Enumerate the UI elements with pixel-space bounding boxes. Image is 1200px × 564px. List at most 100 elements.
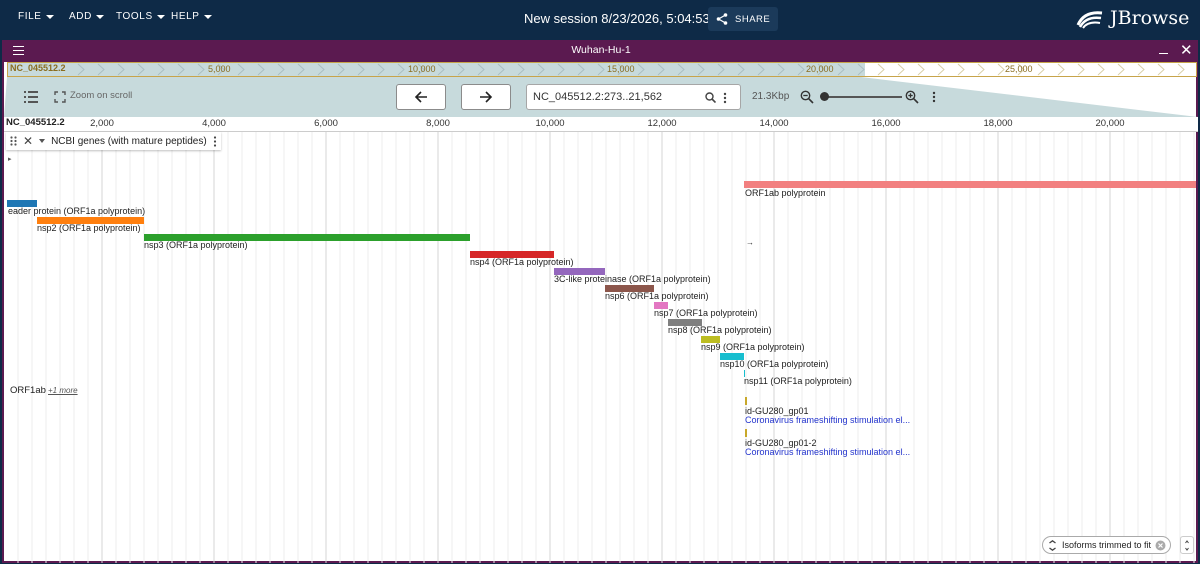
- overview-scale-bar[interactable]: NC_045512.2 5,000 10,000 15,000 20,000 2…: [7, 62, 1197, 77]
- feature-nsp3[interactable]: [144, 234, 470, 241]
- share-label: SHARE: [735, 13, 771, 25]
- zoom-slider-track[interactable]: [822, 96, 902, 98]
- feature-nsp10[interactable]: [720, 353, 744, 360]
- feature-nsp7[interactable]: [654, 302, 668, 309]
- feature-orf1ab[interactable]: [744, 181, 1196, 188]
- unfold-more-icon: [1185, 540, 1189, 551]
- file-menu-label: FILE: [18, 11, 42, 22]
- ruler-tick-label: 8,000: [426, 118, 450, 129]
- feature-3c-like-proteinase[interactable]: [554, 268, 605, 275]
- feature-nsp8[interactable]: [668, 319, 702, 326]
- feature-label: id-GU280_gp01: [745, 406, 809, 416]
- arrow-left-icon: [414, 91, 427, 103]
- drag-handle-icon[interactable]: [10, 136, 17, 146]
- arrow-right-icon: [480, 91, 493, 103]
- isoforms-trimmed-chip[interactable]: Isoforms trimmed to fit: [1042, 536, 1172, 554]
- search-icon[interactable]: [705, 92, 716, 103]
- ruler-tick-label: 6,000: [314, 118, 338, 129]
- strand-arrow-icon: →: [746, 238, 754, 247]
- feature-gp01[interactable]: [745, 397, 747, 405]
- cancel-icon[interactable]: [1155, 540, 1166, 551]
- jbrowse-logo: JBrowse: [1076, 7, 1189, 29]
- overview-tick: 25,000: [1005, 64, 1033, 74]
- overview-visible-region[interactable]: [8, 63, 865, 76]
- zoom-in-icon[interactable]: [905, 90, 919, 104]
- ruler-tick-label: 20,000: [1095, 118, 1125, 129]
- collapsed-feature-label[interactable]: ORF1ab: [10, 385, 46, 396]
- track-name: NCBI genes (with mature peptides): [51, 135, 207, 147]
- linear-genome-view: Wuhan-Hu-1 ✕ NC_045512.2 5,000 10,000 15…: [2, 40, 1198, 563]
- ruler[interactable]: 2,000 4,000 6,000 8,000 10,000 12,000 14…: [4, 117, 1198, 132]
- share-button[interactable]: SHARE: [708, 7, 779, 31]
- pan-left-button[interactable]: [396, 84, 446, 110]
- feature-nsp2[interactable]: [37, 217, 144, 224]
- feature-gp01-2[interactable]: [745, 429, 747, 437]
- location-value: NC_045512.2:273..21,562: [533, 91, 663, 103]
- view-header: Wuhan-Hu-1 ✕: [4, 40, 1198, 62]
- track-label: ✕ NCBI genes (with mature peptides): [6, 132, 221, 150]
- close-view-icon[interactable]: ✕: [1180, 42, 1193, 59]
- overview-tick: 10,000: [408, 64, 436, 74]
- unfold-icon: [1049, 539, 1056, 551]
- ruler-tick-label: 4,000: [202, 118, 226, 129]
- feature-label: nsp6 (ORF1a polyprotein): [605, 291, 709, 301]
- feature-nsp6[interactable]: [605, 285, 654, 292]
- more-isoforms-link[interactable]: +1 more: [48, 386, 78, 395]
- feature-leader-protein[interactable]: [7, 200, 37, 207]
- pan-right-button[interactable]: [461, 84, 511, 110]
- zoom-on-scroll-icon[interactable]: [54, 91, 66, 103]
- caret-down-icon: [203, 15, 212, 19]
- view-options-icon[interactable]: [932, 91, 936, 103]
- jbrowse-logo-icon: [1076, 11, 1103, 29]
- track-menu-icon[interactable]: [213, 135, 217, 147]
- ruler-tick-label: 10,000: [535, 118, 565, 129]
- zoom-slider-thumb[interactable]: [820, 92, 829, 101]
- help-menu[interactable]: HELP: [171, 11, 212, 22]
- feature-nsp9[interactable]: [701, 336, 720, 343]
- ruler-tick-label: 12,000: [647, 118, 677, 129]
- small-arrow-icon: ▸: [8, 156, 12, 163]
- feature-label: 3C-like proteinase (ORF1a polyprotein): [554, 274, 711, 284]
- feature-label: ORF1ab polyprotein: [745, 188, 826, 198]
- feature-label: nsp7 (ORF1a polyprotein): [654, 308, 758, 318]
- session-title: New session 8/23/2026, 5:04:53 PM: [524, 11, 733, 26]
- track-selector-icon[interactable]: [24, 91, 38, 103]
- feature-label: nsp9 (ORF1a polyprotein): [701, 342, 805, 352]
- caret-down-icon: [95, 15, 104, 19]
- app-bar: FILE ADD TOOLS HELP New session 8/23/202…: [0, 0, 1200, 38]
- ruler-tick-label: 16,000: [871, 118, 901, 129]
- close-track-icon[interactable]: ✕: [23, 134, 34, 148]
- overview-refname: NC_045512.2: [10, 63, 66, 73]
- tools-menu-label: TOOLS: [116, 11, 153, 22]
- chevron-down-icon[interactable]: [39, 139, 46, 143]
- more-vert-icon[interactable]: [723, 92, 727, 104]
- feature-nsp4[interactable]: [470, 251, 554, 258]
- feature-description: Coronavirus frameshifting stimulation el…: [745, 415, 911, 425]
- caret-down-icon: [156, 15, 165, 19]
- view-menu-icon[interactable]: [13, 46, 24, 55]
- bp-per-view-label: 21.3Kbp: [752, 91, 790, 102]
- zoom-out-icon[interactable]: [800, 90, 814, 104]
- ruler-tick-label: 18,000: [983, 118, 1013, 129]
- feature-label: id-GU280_gp01-2: [745, 438, 817, 448]
- zoom-on-scroll-label[interactable]: Zoom on scroll: [70, 90, 133, 101]
- minimize-icon[interactable]: [1159, 53, 1168, 54]
- file-menu[interactable]: FILE: [18, 11, 54, 22]
- overview-tick: 15,000: [607, 64, 635, 74]
- ruler-tick-label: 14,000: [759, 118, 789, 129]
- overview-tick: 5,000: [208, 64, 231, 74]
- view-controls: Zoom on scroll NC_045512.2:273..21,562 2…: [4, 77, 1198, 117]
- help-menu-label: HELP: [171, 11, 200, 22]
- tools-menu[interactable]: TOOLS: [116, 11, 165, 22]
- feature-nsp11[interactable]: [744, 370, 745, 377]
- logo-text: JBrowse: [1110, 7, 1190, 29]
- chip-label: Isoforms trimmed to fit: [1062, 540, 1152, 550]
- add-menu[interactable]: ADD: [69, 11, 104, 22]
- overview-chevrons: [77, 63, 1185, 76]
- feature-label: nsp3 (ORF1a polyprotein): [144, 240, 248, 250]
- add-menu-label: ADD: [69, 11, 92, 22]
- view-title: Wuhan-Hu-1: [571, 44, 631, 56]
- chip-menu-button[interactable]: [1180, 536, 1194, 554]
- ruler-tick-label: 2,000: [90, 118, 114, 129]
- location-search-input[interactable]: NC_045512.2:273..21,562: [526, 84, 741, 110]
